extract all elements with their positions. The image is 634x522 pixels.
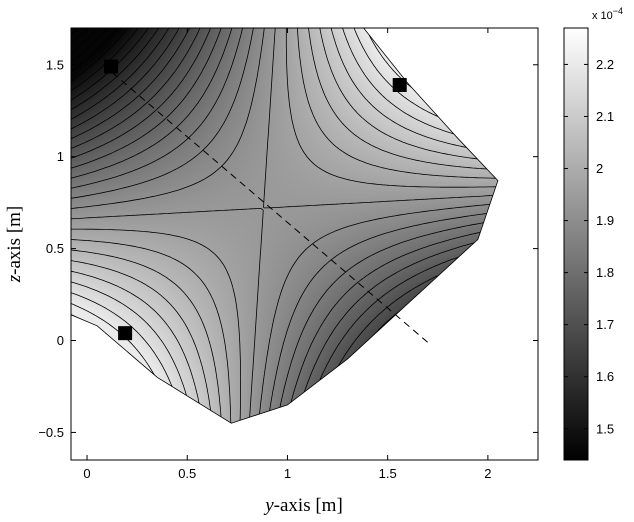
markers [104, 59, 407, 341]
marker-3 [118, 326, 133, 341]
cb-tick-label-2: 1.7 [596, 317, 614, 332]
x-tick-label-4: 2 [484, 466, 491, 481]
cb-tick-label-7: 2.2 [596, 57, 614, 72]
cb-tick-label-5: 2 [596, 161, 603, 176]
cb-tick-label-0: 1.5 [596, 421, 614, 436]
contour-line-40 [71, 28, 498, 424]
x-axis-label: y-axis [m] [263, 495, 343, 516]
contour-line-47 [71, 28, 498, 424]
cb-tick-label-3: 1.8 [596, 265, 614, 280]
x-tick-label-2: 1 [284, 466, 291, 481]
cb-tick-label-1: 1.6 [596, 369, 614, 384]
contour-line-46 [71, 28, 498, 424]
contour-line-50 [71, 28, 498, 424]
y-tick-label-3: 1 [57, 149, 64, 164]
x-tick-label-3: 1.5 [379, 466, 397, 481]
y-ticks: −0.5 0 0.5 1 1.5 [38, 57, 538, 440]
cb-tick-label-4: 1.9 [596, 213, 614, 228]
marker-2 [392, 77, 407, 92]
y-tick-label-0: −0.5 [38, 425, 64, 440]
x-ticks: 0 0.5 1 1.5 2 [83, 28, 492, 481]
contour-line-45 [71, 28, 498, 424]
y-tick-label-2: 0.5 [46, 241, 64, 256]
y-tick-label-4: 1.5 [46, 57, 64, 72]
region-boundary [71, 28, 499, 424]
colorbar-ticks: 1.5 1.6 1.7 1.8 1.9 2 2.1 2.2 [564, 57, 614, 436]
cb-tick-label-6: 2.1 [596, 109, 614, 124]
x-tick-label-0: 0 [83, 466, 90, 481]
y-axis-label: z-axis [m] [4, 206, 25, 284]
contour-line-44 [71, 28, 498, 424]
marker-1 [104, 59, 119, 74]
y-tick-label-1: 0 [57, 333, 64, 348]
x-tick-label-1: 0.5 [178, 466, 196, 481]
colorbar [563, 27, 589, 461]
contour-line-43 [71, 28, 498, 424]
axes-frame [70, 27, 539, 461]
colorbar-exponent: x 10−4 [592, 6, 623, 22]
